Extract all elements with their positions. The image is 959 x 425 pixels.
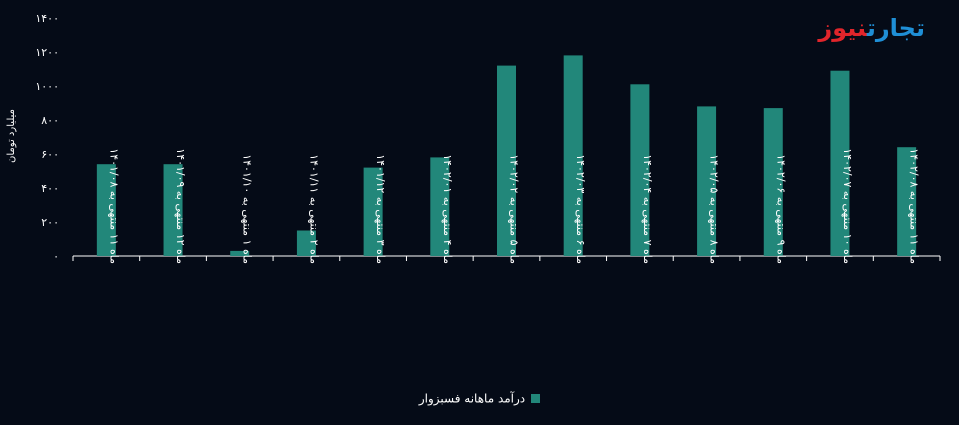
x-axis-tick-labels: ماه ۱۱ منتهی به ۱۴۰۱/۰۸ ماه ۱۲ منتهی به ۱… — [107, 148, 920, 264]
x-tick-label: ماه ۱۱ منتهی به ۱۴۰۲/۰۸ — [908, 148, 921, 264]
x-tick-label: ماه ۶ منتهی به ۱۴۰۲/۰۳ — [574, 154, 587, 264]
bar — [563, 55, 583, 257]
bar — [430, 157, 450, 256]
bar — [497, 65, 516, 256]
x-tick-label: ماه ۱۱ منتهی به ۱۴۰۱/۰۸ — [107, 148, 120, 264]
legend: درآمد ماهانه فسبزوار — [0, 391, 959, 406]
bar — [697, 106, 717, 257]
y-tick-label: ۰ — [53, 250, 59, 263]
bars — [96, 55, 917, 257]
y-axis-label: میلیارد تومان — [6, 109, 17, 163]
x-tick-label: ماه ۲ منتهی به ۱۴۰۱/۱۱ — [307, 154, 320, 264]
x-tick-label: ماه ۸ منتهی به ۱۴۰۲/۰۵ — [708, 154, 721, 264]
y-tick-label: ۲۰۰ — [41, 216, 59, 229]
bar — [163, 164, 183, 256]
y-tick-label: ۶۰۰ — [41, 148, 59, 161]
bar — [296, 230, 316, 256]
y-tick-label: ۱۰۰۰ — [35, 80, 59, 93]
y-tick-label: ۸۰۰ — [41, 114, 59, 127]
brand-part-1: تجارت — [866, 14, 925, 42]
x-tick-label: ماه ۴ منتهی به ۱۴۰۲/۰۱ — [441, 154, 454, 264]
x-tick-label: ماه ۵ منتهی به ۱۴۰۲/۰۲ — [508, 154, 521, 264]
y-tick-label: ۴۰۰ — [41, 182, 59, 195]
x-tick-label: ماه ۱۰ منتهی به ۱۴۰۲/۰۷ — [841, 148, 854, 264]
y-tick-label: ۱۴۰۰ — [35, 12, 59, 25]
x-tick-label: ماه ۹ منتهی به ۱۴۰۲/۰۶ — [774, 154, 787, 264]
x-tick-label: ماه ۱۲ منتهی به ۱۴۰۱/۰۹ — [174, 148, 187, 264]
bar — [363, 167, 383, 256]
legend-label: درآمد ماهانه فسبزوار — [418, 391, 526, 406]
bar — [630, 84, 650, 256]
x-tick-label: ماه ۷ منتهی به ۱۴۰۲/۰۴ — [641, 154, 654, 264]
bar — [96, 164, 116, 256]
x-axis-ticks — [72, 256, 941, 261]
x-tick-label: ماه ۱ منتهی به ۱۴۰۱/۱۰ — [241, 154, 254, 264]
bar — [763, 108, 783, 256]
bar — [830, 70, 850, 256]
bar — [230, 250, 250, 256]
bar — [897, 147, 917, 256]
brand-part-2: نیوز — [818, 14, 867, 42]
legend-swatch — [531, 394, 541, 403]
brand-logo: تجارتنیوز — [818, 14, 925, 42]
x-tick-label: ماه ۳ منتهی به ۱۴۰۱/۱۲ — [374, 154, 387, 264]
y-axis-tick-labels: ۰ ۲۰۰ ۴۰۰ ۶۰۰ ۸۰۰ ۱۰۰۰ ۱۲۰۰ ۱۴۰۰ — [35, 12, 59, 263]
y-tick-label: ۱۲۰۰ — [35, 46, 59, 59]
